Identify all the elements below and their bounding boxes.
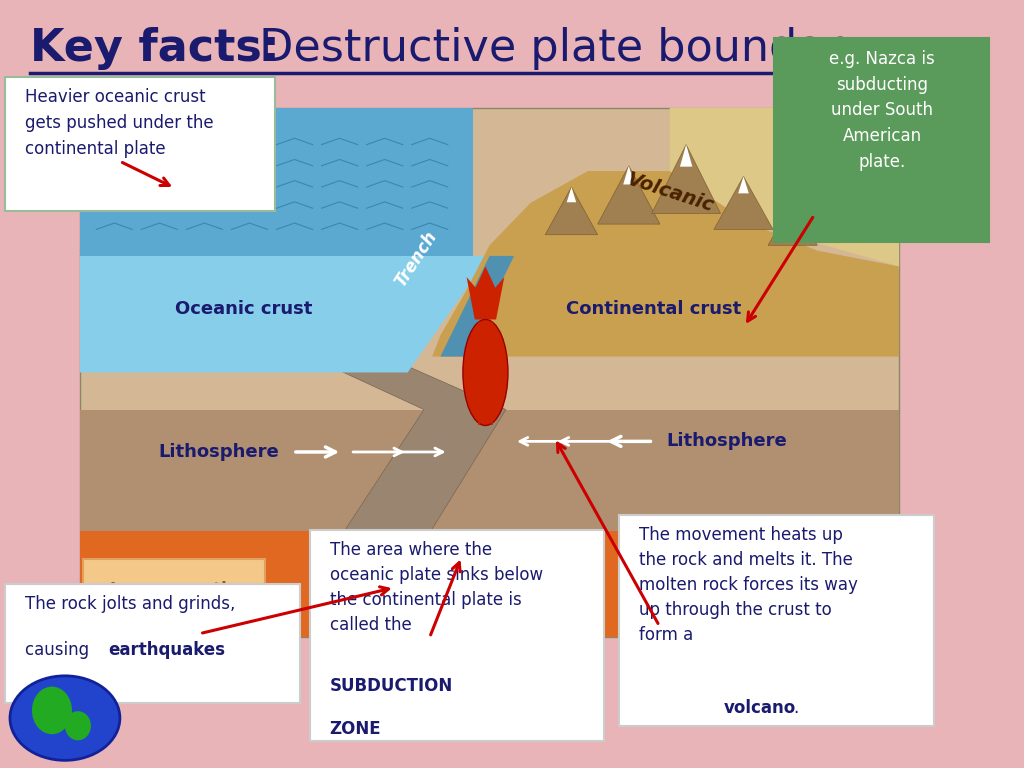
Polygon shape	[80, 409, 899, 531]
Polygon shape	[80, 240, 506, 595]
FancyBboxPatch shape	[83, 559, 265, 620]
Text: Lithosphere: Lithosphere	[159, 443, 280, 461]
Text: ZONE: ZONE	[330, 720, 381, 737]
Polygon shape	[714, 177, 773, 230]
Polygon shape	[467, 266, 504, 319]
FancyBboxPatch shape	[5, 77, 274, 211]
FancyBboxPatch shape	[774, 38, 989, 242]
Text: Destructive plate boundary: Destructive plate boundary	[245, 27, 869, 70]
Polygon shape	[624, 166, 635, 184]
Text: The area where the
oceanic plate sinks below
the continental plate is
called the: The area where the oceanic plate sinks b…	[330, 541, 543, 634]
Text: e.g. Nazca is
subducting
under South
American
plate.: e.g. Nazca is subducting under South Ame…	[829, 50, 935, 170]
Text: Oceanic crust: Oceanic crust	[175, 300, 312, 318]
FancyBboxPatch shape	[309, 530, 604, 741]
Polygon shape	[788, 203, 797, 217]
Polygon shape	[598, 166, 659, 224]
Text: Lower mantle: Lower mantle	[110, 581, 239, 599]
Text: The movement heats up
the rock and melts it. The
molten rock forces its way
up t: The movement heats up the rock and melts…	[639, 526, 858, 644]
Text: Volcanic: Volcanic	[624, 169, 716, 215]
Text: .: .	[794, 699, 799, 717]
Text: SUBDUCTION: SUBDUCTION	[330, 677, 453, 695]
Text: Continental crust: Continental crust	[565, 300, 741, 318]
Polygon shape	[670, 108, 899, 266]
Polygon shape	[768, 203, 817, 245]
Ellipse shape	[463, 319, 508, 425]
Ellipse shape	[65, 711, 91, 740]
Polygon shape	[80, 531, 899, 637]
Circle shape	[10, 676, 120, 760]
Text: volcano: volcano	[723, 699, 796, 717]
Polygon shape	[545, 187, 598, 235]
Polygon shape	[566, 187, 577, 202]
Ellipse shape	[32, 687, 72, 734]
Text: Heavier oceanic crust
gets pushed under the
continental plate: Heavier oceanic crust gets pushed under …	[25, 88, 214, 157]
Polygon shape	[440, 256, 514, 356]
Text: earthquakes: earthquakes	[108, 641, 225, 659]
Text: causing: causing	[25, 641, 94, 659]
Polygon shape	[80, 256, 489, 372]
Polygon shape	[80, 108, 473, 256]
Text: The rock jolts and grinds,: The rock jolts and grinds,	[25, 595, 236, 613]
FancyBboxPatch shape	[620, 515, 934, 726]
Text: Lithosphere: Lithosphere	[667, 432, 787, 450]
FancyBboxPatch shape	[5, 584, 300, 703]
Polygon shape	[432, 171, 899, 356]
Polygon shape	[80, 108, 899, 637]
Text: Key facts:: Key facts:	[30, 27, 280, 70]
Polygon shape	[680, 144, 692, 167]
Polygon shape	[651, 144, 721, 214]
Polygon shape	[738, 177, 749, 194]
Text: Trench: Trench	[391, 227, 440, 290]
